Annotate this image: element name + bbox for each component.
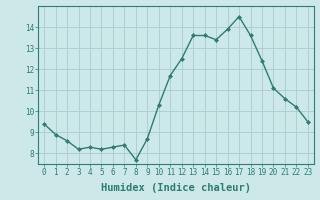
- X-axis label: Humidex (Indice chaleur): Humidex (Indice chaleur): [101, 183, 251, 193]
